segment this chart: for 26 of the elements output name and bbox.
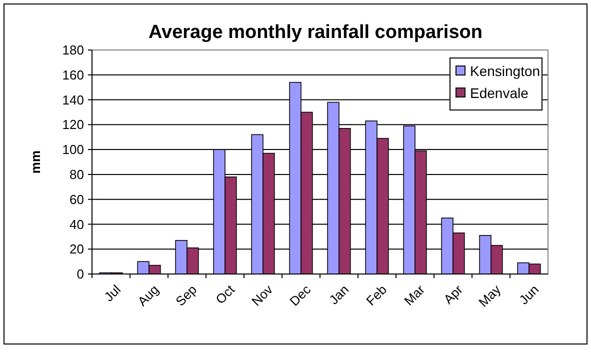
x-tick-label: Jan: [326, 282, 352, 308]
y-tick-label: 80: [70, 166, 84, 182]
y-tick-label: 20: [70, 242, 84, 257]
y-tick-label: 100: [62, 142, 84, 158]
x-tick-label: Dec: [286, 282, 314, 309]
y-tick-label: 0: [76, 266, 84, 282]
y-tick-label: 40: [70, 216, 84, 232]
y-tick-label: 120: [62, 117, 84, 132]
x-tick-label: Nov: [248, 282, 276, 309]
y-tick-label: 140: [62, 92, 84, 108]
x-tick-label: May: [476, 282, 504, 310]
y-axis-title: mm: [28, 150, 43, 174]
y-tick-label: 60: [70, 192, 84, 207]
y-tick-label: 160: [62, 67, 84, 82]
x-tick-label: Feb: [363, 282, 390, 308]
x-tick-label: Sep: [172, 282, 200, 309]
x-tick-label: Jul: [101, 282, 124, 304]
y-tick-label: 180: [62, 42, 84, 58]
x-tick-label: Aug: [134, 282, 162, 309]
x-tick-label: Mar: [401, 281, 428, 308]
x-tick-label: Apr: [440, 281, 466, 307]
legend-label: Edenvale: [470, 84, 529, 101]
chart-title: Average monthly rainfall comparison: [148, 22, 482, 43]
legend-label: Kensington: [470, 62, 540, 79]
x-tick-label: Jun: [516, 282, 542, 308]
x-tick-label: Oct: [212, 282, 238, 307]
